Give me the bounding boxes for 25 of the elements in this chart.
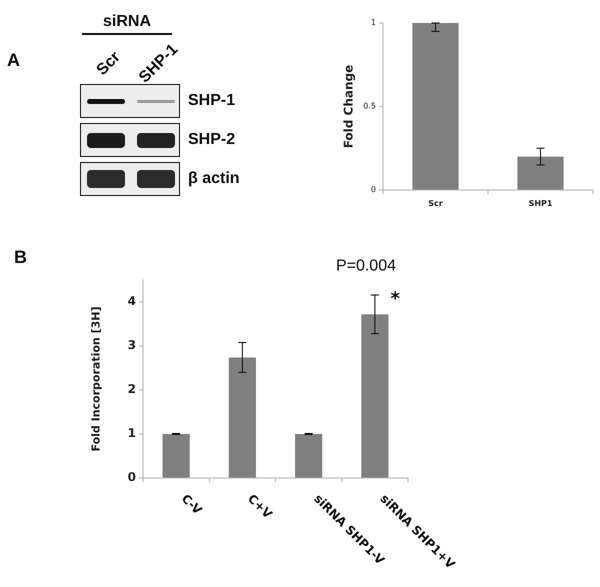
- annotation: *: [390, 288, 400, 310]
- y-tick-label: 3: [128, 338, 136, 352]
- y-axis-title: Fold Incorporation [3H]: [89, 306, 102, 452]
- category-label: SHP-2: [188, 131, 236, 148]
- y-tick-label: 0.5: [363, 102, 376, 111]
- category-label: β actin: [188, 170, 240, 187]
- text: A: [7, 50, 20, 70]
- y-tick-label: 4: [128, 294, 136, 308]
- bar: [228, 357, 256, 478]
- text: P=0.004: [336, 257, 396, 274]
- chart-title: B: [14, 246, 27, 267]
- y-tick-label: 2: [128, 382, 136, 396]
- category-label: Scr: [94, 48, 124, 79]
- bar: [162, 434, 190, 478]
- x-tick-label: SHP1: [528, 198, 553, 208]
- category-label: SHP-1: [188, 92, 236, 109]
- bar: [295, 434, 322, 478]
- text: siRNA: [102, 13, 152, 30]
- x-tick-label: C-V: [178, 491, 206, 518]
- bar: [361, 314, 388, 478]
- y-tick-label: 0: [128, 470, 136, 484]
- y-tick-label: 0: [370, 185, 376, 194]
- y-tick-label: 1: [370, 18, 376, 28]
- y-tick-label: 1: [128, 426, 136, 440]
- y-axis-title: Fold Change: [341, 64, 356, 148]
